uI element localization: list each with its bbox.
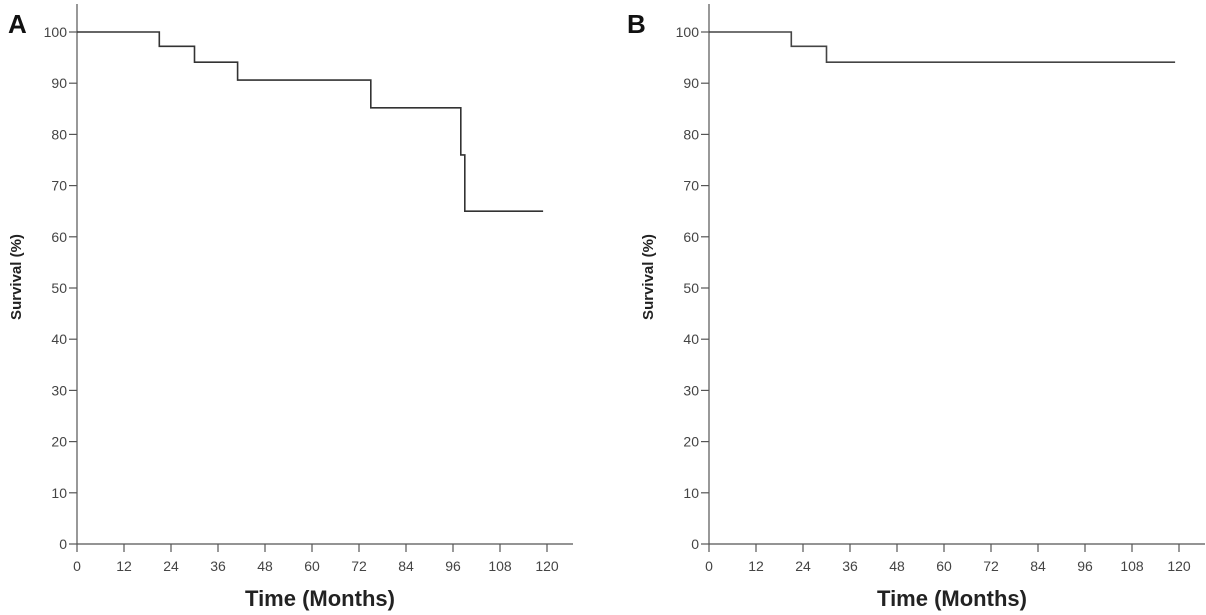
y-tick-label-a: 50 — [51, 280, 67, 296]
x-tick-label-a: 24 — [163, 558, 179, 574]
x-tick-label-a: 12 — [116, 558, 132, 574]
y-tick-label-a: 80 — [51, 126, 67, 142]
y-tick-label-a: 10 — [51, 485, 67, 501]
x-tick-label-b: 72 — [983, 558, 999, 574]
x-tick-label-a: 0 — [73, 558, 81, 574]
x-tick-label-a: 48 — [257, 558, 273, 574]
y-tick-label-b: 100 — [676, 24, 700, 40]
chart-svg-a: A 0 10 20 30 40 50 60 70 80 90 100 0 12 24 36 48 60 72 84 9… — [8, 4, 573, 611]
y-tick-label-b: 30 — [683, 382, 699, 398]
chart-svg-b: B 0 10 20 30 40 50 60 70 80 90 100 0 12 24 36 48 60 72 84 9… — [627, 4, 1205, 611]
x-tick-label-b: 24 — [795, 558, 811, 574]
y-tick-label-b: 40 — [683, 331, 699, 347]
y-tick-label-b: 70 — [683, 178, 699, 194]
x-axis-title-a: Time (Months) — [245, 586, 395, 611]
x-tick-label-b: 12 — [748, 558, 764, 574]
survival-chart-b: B 0 10 20 30 40 50 60 70 80 90 100 0 12 24 36 48 60 72 84 9… — [603, 0, 1206, 615]
x-tick-label-b: 120 — [1167, 558, 1191, 574]
y-tick-label-a: 20 — [51, 434, 67, 450]
y-tick-label-a: 90 — [51, 75, 67, 91]
x-tick-label-b: 108 — [1120, 558, 1144, 574]
x-tick-label-a: 108 — [488, 558, 512, 574]
x-tick-label-b: 96 — [1077, 558, 1093, 574]
y-tick-label-b: 20 — [683, 434, 699, 450]
x-tick-label-a: 60 — [304, 558, 320, 574]
y-tick-label-a: 30 — [51, 382, 67, 398]
x-tick-label-a: 96 — [445, 558, 461, 574]
y-tick-label-b: 90 — [683, 75, 699, 91]
x-tick-label-b: 60 — [936, 558, 952, 574]
y-tick-label-a: 40 — [51, 331, 67, 347]
x-tick-label-a: 36 — [210, 558, 226, 574]
survival-curve-b — [709, 31, 1176, 64]
y-axis-title-b: Survival (%) — [640, 234, 657, 320]
x-tick-label-b: 48 — [889, 558, 905, 574]
panel-label-a: A — [8, 9, 27, 39]
x-axis-title-b: Time (Months) — [877, 586, 1027, 611]
x-tick-label-b: 36 — [842, 558, 858, 574]
y-axis-title-a: Survival (%) — [8, 234, 25, 320]
y-tick-label-b: 10 — [683, 485, 699, 501]
y-tick-label-a: 70 — [51, 178, 67, 194]
survival-chart-a: A 0 10 20 30 40 50 60 70 80 90 100 0 12 24 36 48 60 72 84 9… — [8, 4, 573, 611]
x-tick-label-a: 120 — [535, 558, 559, 574]
y-tick-label-b: 0 — [691, 536, 699, 552]
y-tick-label-a: 100 — [44, 24, 68, 40]
x-tick-label-a: 72 — [351, 558, 367, 574]
x-tick-label-b: 84 — [1030, 558, 1046, 574]
y-tick-label-b: 50 — [683, 280, 699, 296]
y-tick-label-a: 60 — [51, 229, 67, 245]
y-tick-label-b: 80 — [683, 126, 699, 142]
x-tick-label-b: 0 — [705, 558, 713, 574]
survival-curve-a — [77, 31, 544, 212]
y-tick-label-a: 0 — [59, 536, 67, 552]
panel-label-b: B — [627, 9, 646, 39]
x-tick-label-a: 84 — [398, 558, 414, 574]
y-tick-label-b: 60 — [683, 229, 699, 245]
